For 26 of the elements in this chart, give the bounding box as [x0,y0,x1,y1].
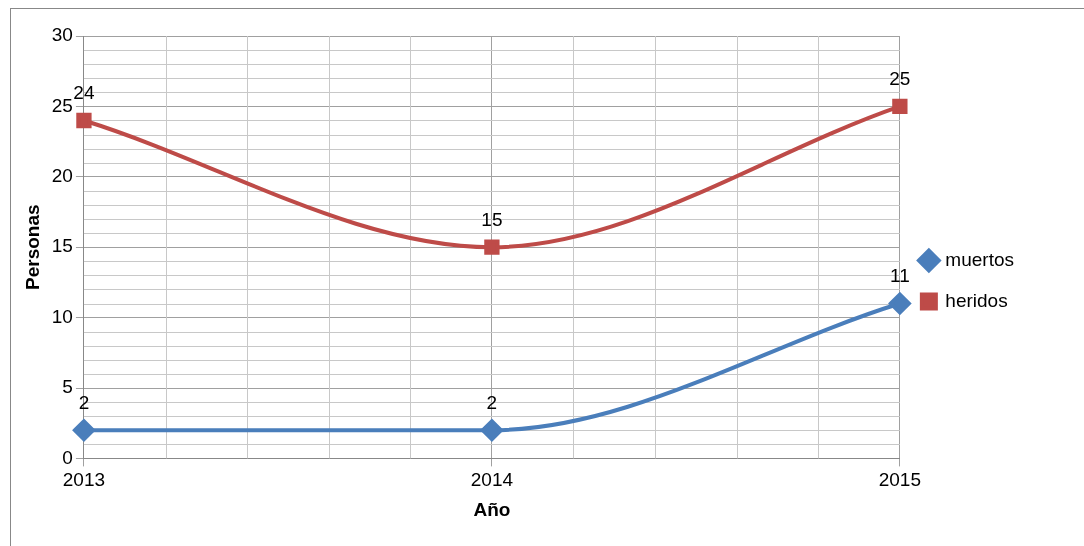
x-tick-label: 2014 [470,469,514,491]
legend-label: heridos [945,289,1008,311]
y-tick-label: 15 [51,235,73,257]
y-tick-label: 10 [51,305,73,327]
y-tick-label: 30 [51,24,73,46]
legend-label: muertos [945,248,1015,270]
y-tick-label: 20 [51,165,73,187]
x-axis-title: Año [473,498,511,520]
x-tick-label: 2013 [62,469,106,491]
point [76,112,92,129]
y-tick-label: 5 [62,376,73,398]
data-label: 24 [73,82,95,104]
point [480,419,503,442]
point [484,239,500,255]
data-label: 25 [889,68,911,90]
data-label: 2 [78,391,90,413]
point [72,419,95,442]
y-axis-title: Personas [21,204,43,290]
y-tick-label: 25 [51,94,73,116]
point [892,98,908,115]
y-tick-label: 0 [62,446,73,468]
data-label: 2 [486,391,498,413]
data-label: 11 [890,265,910,287]
x-tick-label: 2015 [878,469,922,491]
data-label: 15 [481,208,503,230]
point [888,292,911,315]
